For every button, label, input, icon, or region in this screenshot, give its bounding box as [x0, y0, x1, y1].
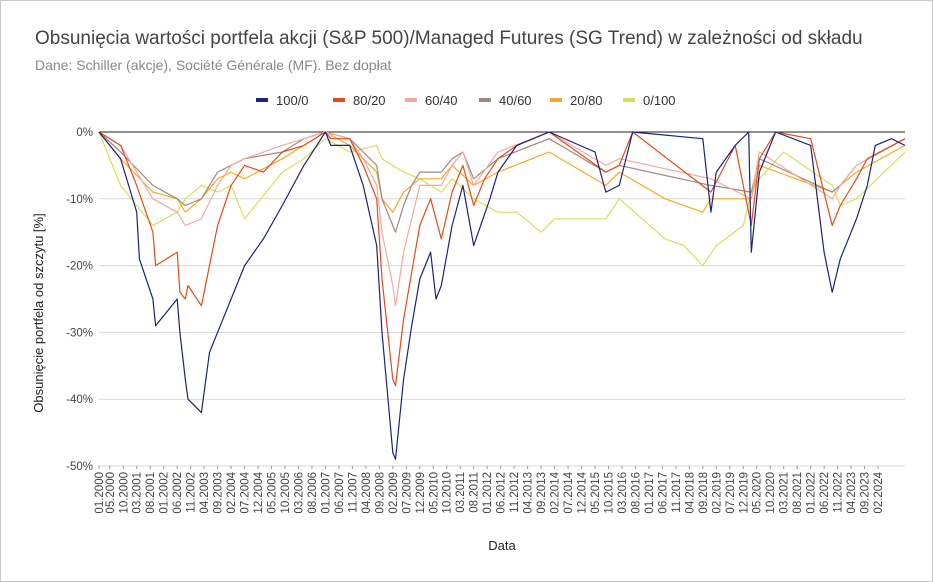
- legend-label: 40/60: [499, 93, 532, 108]
- series-line-60-40: [98, 131, 906, 307]
- x-tick-label: 10.2005: [280, 472, 292, 514]
- x-tick-label: 01.2012: [482, 472, 494, 514]
- legend-swatch: [623, 98, 635, 102]
- x-tick-label: 05.2020: [752, 472, 764, 514]
- x-tick-label: 09.2003: [213, 472, 225, 514]
- legend-swatch: [256, 98, 268, 102]
- series-line-100-0: [98, 131, 906, 460]
- x-tick-label: 04.2003: [199, 472, 211, 514]
- x-tick-label: 06.2002: [172, 472, 184, 514]
- legend-swatch: [550, 98, 562, 102]
- x-tick-label: 11.2012: [509, 472, 521, 513]
- x-tick-label: 02.2004: [226, 471, 238, 513]
- x-tick-label: 09.2018: [698, 472, 710, 514]
- x-tick-label: 10.2010: [442, 472, 454, 514]
- x-tick-label: 03.2001: [132, 472, 144, 514]
- x-tick-label: 06.2022: [819, 472, 831, 514]
- legend: 100/0 80/20 60/40 40/60 20/80 0/100: [256, 93, 676, 108]
- x-tick-label: 04.2018: [684, 472, 696, 514]
- x-tick-label: 06.2017: [657, 472, 669, 514]
- series-line-80-20: [98, 131, 906, 387]
- legend-label: 0/100: [643, 93, 676, 108]
- x-tick-label: 07.2004: [240, 471, 252, 513]
- x-tick-label: 09.2023: [860, 472, 872, 514]
- legend-swatch: [405, 98, 417, 102]
- legend-label: 20/80: [570, 93, 603, 108]
- legend-label: 80/20: [353, 93, 386, 108]
- x-tick-label: 04.2023: [846, 472, 858, 514]
- x-tick-label: 08.2011: [469, 472, 481, 513]
- y-tick-label: -50%: [66, 461, 93, 473]
- x-tick-label: 07.2014: [563, 471, 575, 513]
- x-tick-label: 11.2022: [833, 472, 845, 513]
- x-tick-label: 07.2009: [401, 472, 413, 514]
- y-tick-label: -10%: [66, 194, 93, 206]
- x-tick-label: 03.2021: [779, 472, 791, 514]
- x-tick-label: 04.2008: [361, 472, 373, 514]
- x-tick-label: 05.2005: [267, 472, 279, 514]
- x-tick-label: 12.2004: [253, 471, 265, 513]
- x-tick-label: 03.2006: [293, 472, 305, 514]
- chart-title: Obsunięcia wartości portfela akcji (S&P …: [35, 28, 863, 49]
- y-axis: 0% -10% -20% -30% -40% -50%: [66, 127, 93, 473]
- x-tick-label: 08.2006: [307, 472, 319, 514]
- x-tick-label: 02.2009: [388, 472, 400, 514]
- x-tick-label: 01.2022: [806, 472, 818, 514]
- y-axis-title: Obsunięcie portfela od szczytu [%]: [31, 213, 46, 412]
- y-tick-label: -40%: [66, 394, 93, 406]
- legend-label: 100/0: [276, 93, 309, 108]
- x-tick-label: 01.2007: [320, 472, 332, 514]
- x-tick-label: 10.2000: [118, 472, 130, 514]
- chart-subtitle: Dane: Schiller (akcje), Société Générale…: [35, 57, 392, 73]
- legend-swatch: [333, 98, 345, 102]
- series-layer: [98, 131, 906, 460]
- series-line-20-80: [98, 131, 906, 213]
- x-tick-label: 12.2014: [577, 471, 589, 513]
- x-tick-label: 09.2008: [374, 472, 386, 514]
- x-tick-label: 06.2007: [334, 472, 346, 514]
- x-tick-label: 11.2002: [186, 472, 198, 513]
- x-tick-label: 08.2001: [145, 472, 157, 514]
- x-axis-title: Data: [488, 538, 516, 553]
- x-tick-label: 10.2015: [603, 472, 615, 514]
- x-tick-label: 03.2011: [455, 472, 467, 513]
- x-tick-label: 05.2000: [105, 472, 117, 514]
- x-tick-label: 03.2016: [617, 472, 629, 514]
- legend-label: 60/40: [425, 93, 458, 108]
- x-tick-label: 11.2007: [347, 472, 359, 513]
- x-tick-label: 02.2014: [550, 471, 562, 513]
- x-tick-label: 08.2016: [630, 472, 642, 514]
- x-tick-label: 01.2017: [644, 472, 656, 514]
- x-tick-label: 07.2019: [725, 472, 737, 514]
- x-tick-label: 02.2019: [711, 472, 723, 514]
- x-tick-label: 01.2000: [94, 472, 106, 514]
- gridlines: [99, 131, 905, 467]
- y-tick-label: -20%: [66, 261, 93, 273]
- x-tick-label: 09.2013: [536, 472, 548, 514]
- x-tick-label: 12.2019: [738, 472, 750, 514]
- x-tick-label: 12.2009: [415, 472, 427, 514]
- x-tick-label: 06.2012: [496, 472, 508, 514]
- x-tick-label: 11.2017: [671, 472, 683, 513]
- x-tick-label: 05.2015: [590, 472, 602, 514]
- y-tick-label: -30%: [66, 327, 93, 339]
- series-line-40-60: [98, 131, 906, 233]
- x-tick-label: 02.2024: [873, 471, 885, 513]
- x-tick-label: 04.2013: [523, 472, 535, 514]
- x-tick-label: 05.2010: [428, 472, 440, 514]
- x-tick-label: 01.2002: [159, 472, 171, 514]
- x-tick-label: 08.2021: [792, 472, 804, 514]
- x-tick-label: 10.2020: [765, 472, 777, 514]
- legend-swatch: [479, 98, 491, 102]
- y-tick-label: 0%: [76, 127, 93, 139]
